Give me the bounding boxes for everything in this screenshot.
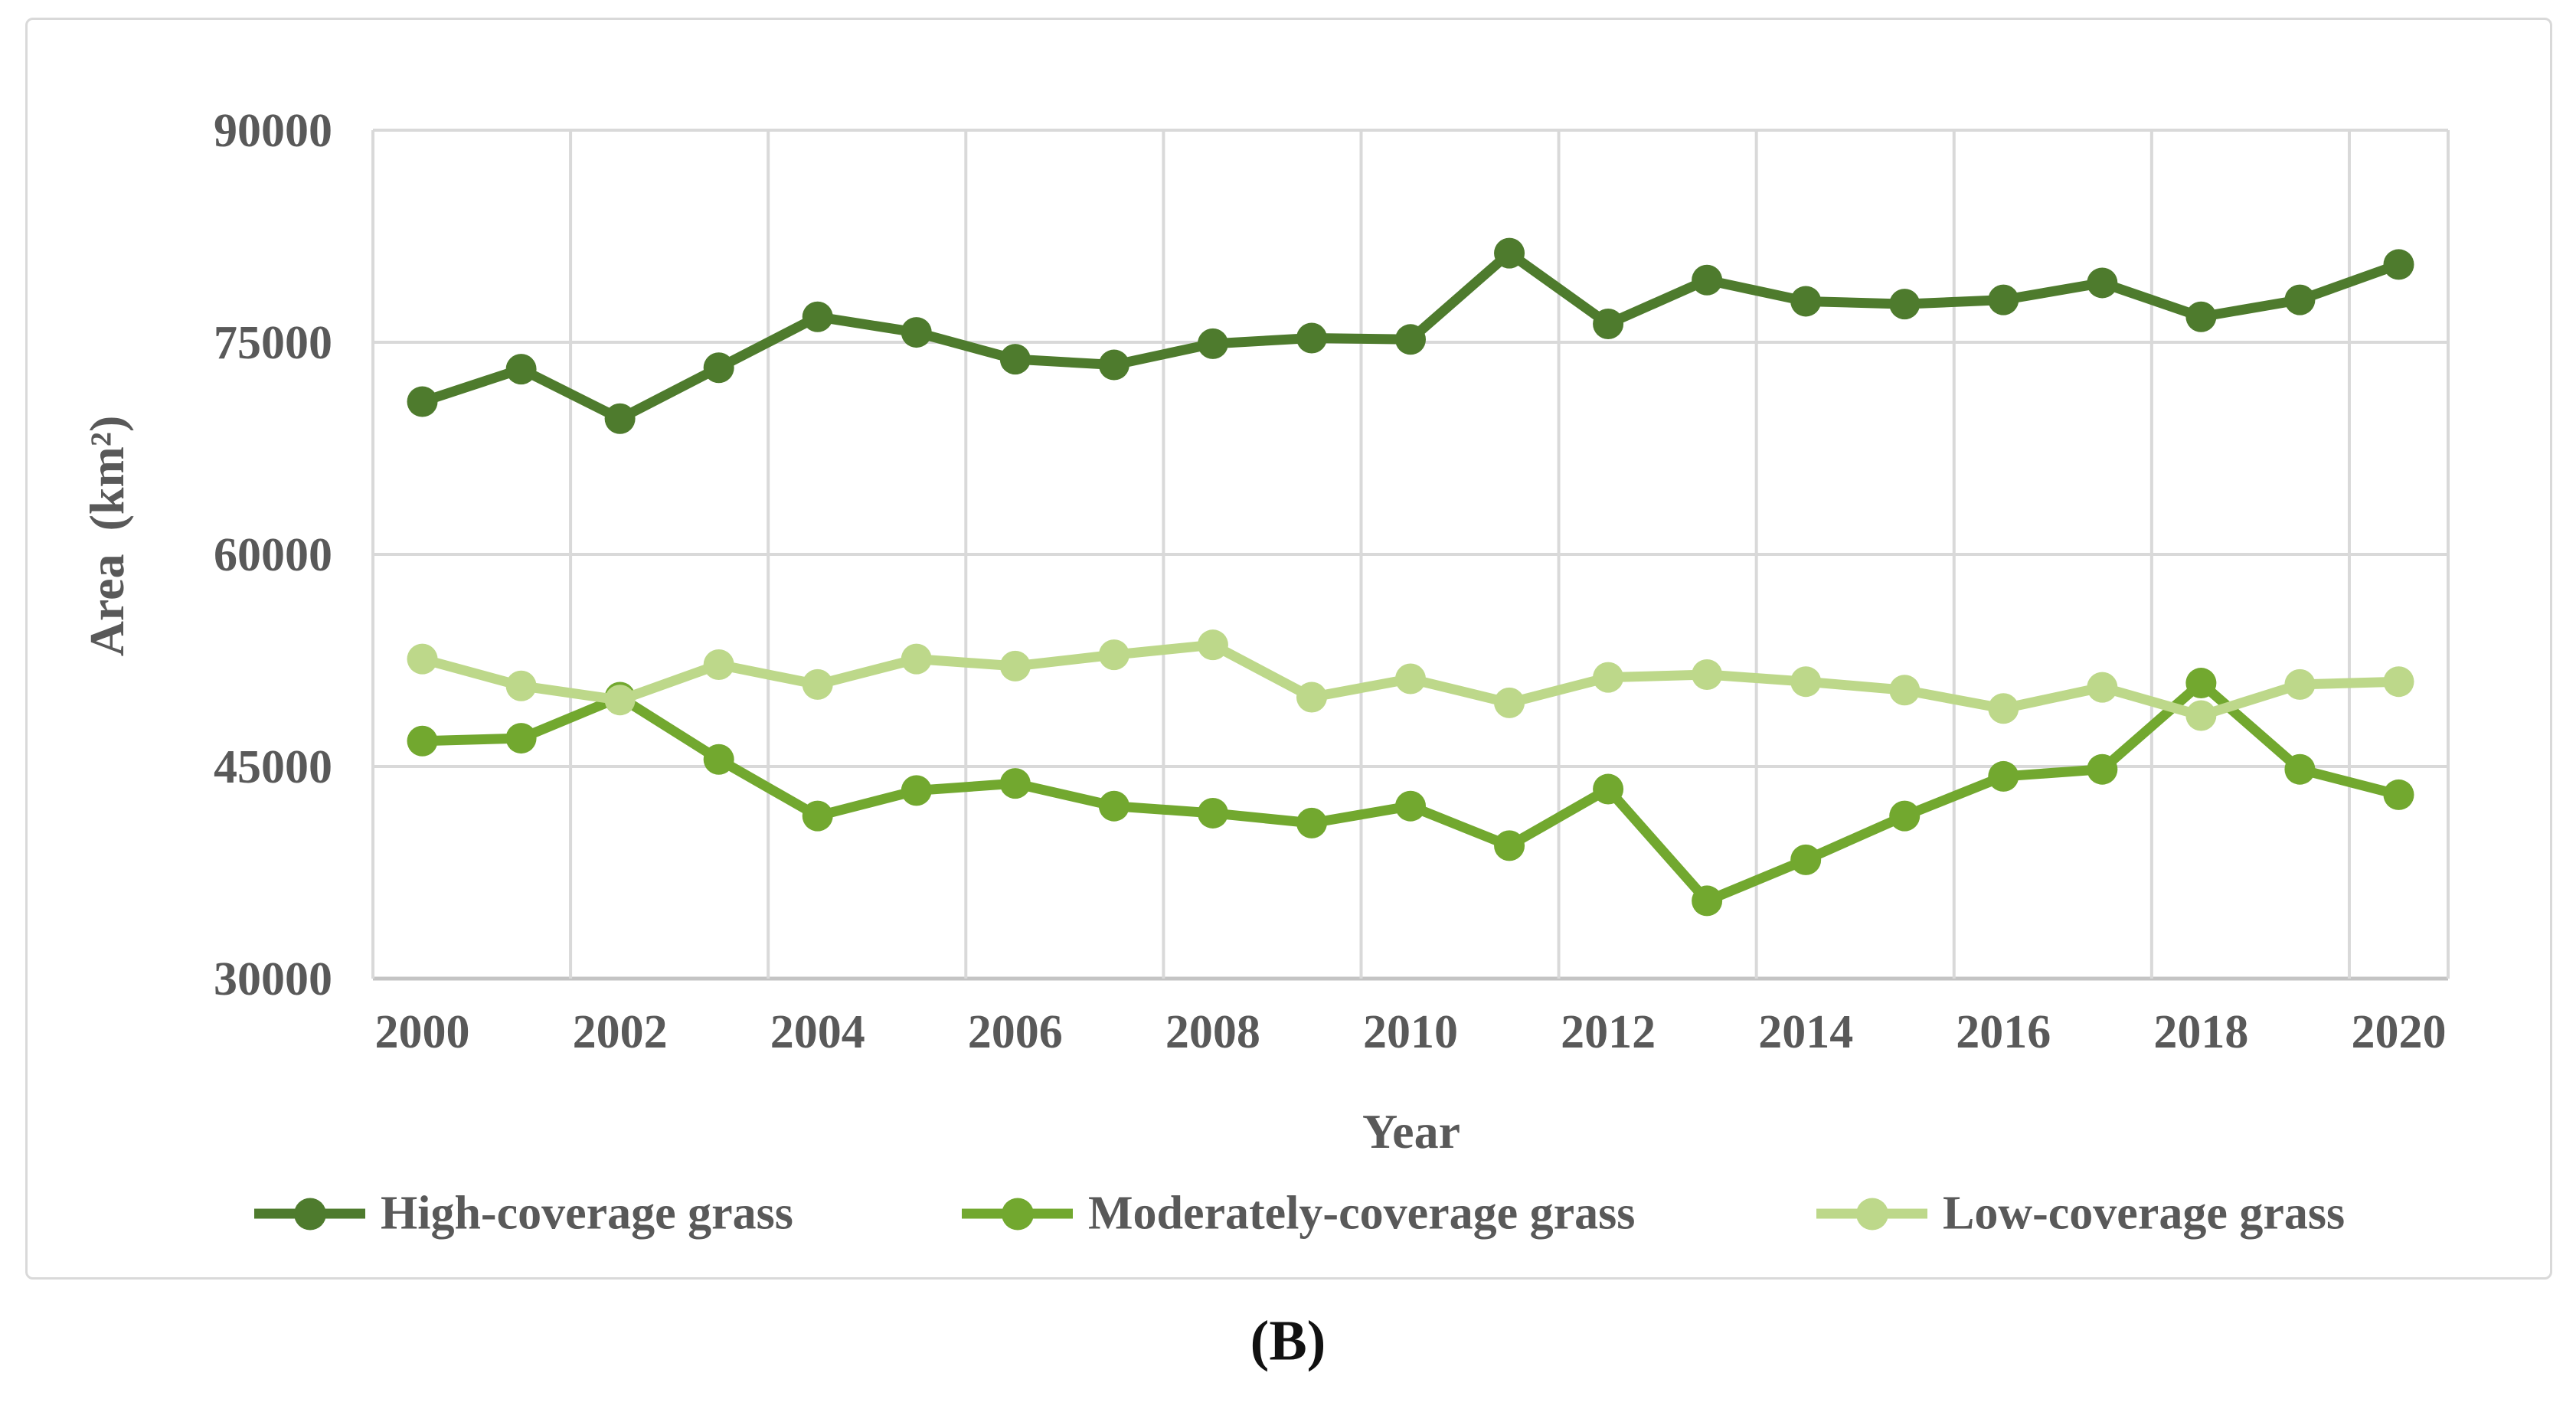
data-point: [901, 317, 932, 348]
data-point: [1593, 662, 1624, 693]
data-point: [2087, 753, 2118, 785]
x-axis-title: Year: [1362, 1104, 1460, 1159]
data-point: [2284, 753, 2316, 785]
data-point: [2185, 700, 2217, 731]
y-tick-label: 60000: [214, 529, 332, 581]
x-tick-label: 2006: [968, 1006, 1063, 1058]
data-point: [2185, 668, 2217, 699]
data-point: [1692, 659, 1723, 690]
x-tick-label: 2016: [1956, 1006, 2051, 1058]
data-point: [1692, 264, 1723, 296]
data-point: [999, 768, 1031, 799]
data-point: [505, 723, 537, 754]
data-point: [1593, 308, 1624, 339]
data-point: [1790, 666, 1822, 698]
data-point: [1494, 687, 1525, 718]
data-point: [1494, 830, 1525, 861]
data-point: [2284, 284, 2316, 315]
y-tick-label: 90000: [214, 105, 332, 157]
data-point: [1889, 289, 1921, 320]
data-point: [1889, 675, 1921, 706]
data-point: [1098, 349, 1129, 381]
data-point: [1395, 663, 1426, 695]
legend-item-moderately-coverage: Moderately-coverage grass: [962, 1187, 1635, 1241]
data-point: [802, 668, 833, 700]
x-tick-label: 2008: [1165, 1006, 1260, 1058]
data-point: [1098, 639, 1129, 671]
x-tick-label: 2012: [1561, 1006, 1656, 1058]
data-point: [407, 725, 438, 757]
y-axis-title: Area (km²): [80, 415, 134, 657]
data-point: [505, 354, 537, 385]
legend-line-marker-moderate: [962, 1198, 1073, 1230]
data-point: [604, 403, 636, 434]
legend-line-marker-high: [254, 1198, 365, 1230]
data-point: [1889, 800, 1921, 832]
data-point: [1197, 629, 1228, 661]
data-point: [1296, 681, 1327, 713]
data-point: [1296, 807, 1327, 838]
data-point: [1197, 328, 1228, 359]
data-point: [2383, 249, 2414, 280]
data-point: [2185, 301, 2217, 332]
data-point: [1692, 885, 1723, 917]
x-tick-label: 2020: [2351, 1006, 2446, 1058]
data-point: [1098, 790, 1129, 822]
x-tick-label: 2014: [1758, 1006, 1853, 1058]
data-point: [703, 649, 734, 681]
y-tick-label: 75000: [214, 317, 332, 369]
data-point: [1790, 844, 1822, 875]
y-tick-label: 45000: [214, 741, 332, 793]
data-point: [901, 775, 932, 806]
data-point: [802, 301, 833, 332]
data-point: [1296, 322, 1327, 354]
data-point: [703, 352, 734, 384]
data-point: [1593, 773, 1624, 805]
data-point: [2383, 666, 2414, 698]
data-point: [505, 670, 537, 701]
legend-label-low: Low-coverage grass: [1943, 1187, 2346, 1240]
legend-label-moderate: Moderately-coverage grass: [1088, 1187, 1636, 1240]
data-point: [802, 800, 833, 832]
figure-border: [25, 18, 2552, 1280]
y-tick-label: 30000: [214, 953, 332, 1005]
data-point: [1988, 693, 2019, 724]
data-point: [1790, 286, 1822, 317]
data-point: [1988, 760, 2019, 792]
panel-caption: (B): [1250, 1309, 1326, 1373]
legend-item-low-coverage: Low-coverage grass: [1816, 1187, 2345, 1241]
data-point: [2383, 779, 2414, 810]
x-tick-label: 2000: [375, 1006, 470, 1058]
x-tick-label: 2004: [770, 1006, 865, 1058]
data-point: [1395, 790, 1426, 822]
legend-line-marker-low: [1816, 1198, 1927, 1230]
data-point: [1395, 324, 1426, 355]
data-point: [407, 386, 438, 417]
data-point: [1988, 284, 2019, 315]
data-point: [703, 744, 734, 775]
x-tick-label: 2010: [1363, 1006, 1458, 1058]
data-point: [1494, 237, 1525, 269]
data-point: [407, 643, 438, 675]
data-point: [604, 685, 636, 716]
data-point: [1197, 797, 1228, 829]
data-point: [999, 344, 1031, 375]
data-point: [2087, 672, 2118, 703]
data-point: [2087, 267, 2118, 299]
data-point: [901, 643, 932, 675]
legend-item-high-coverage: High-coverage grass: [254, 1187, 793, 1241]
data-point: [2284, 668, 2316, 700]
x-tick-label: 2002: [573, 1006, 668, 1058]
data-point: [999, 650, 1031, 681]
legend-label-high: High-coverage grass: [381, 1187, 793, 1240]
x-tick-label: 2018: [2153, 1006, 2248, 1058]
